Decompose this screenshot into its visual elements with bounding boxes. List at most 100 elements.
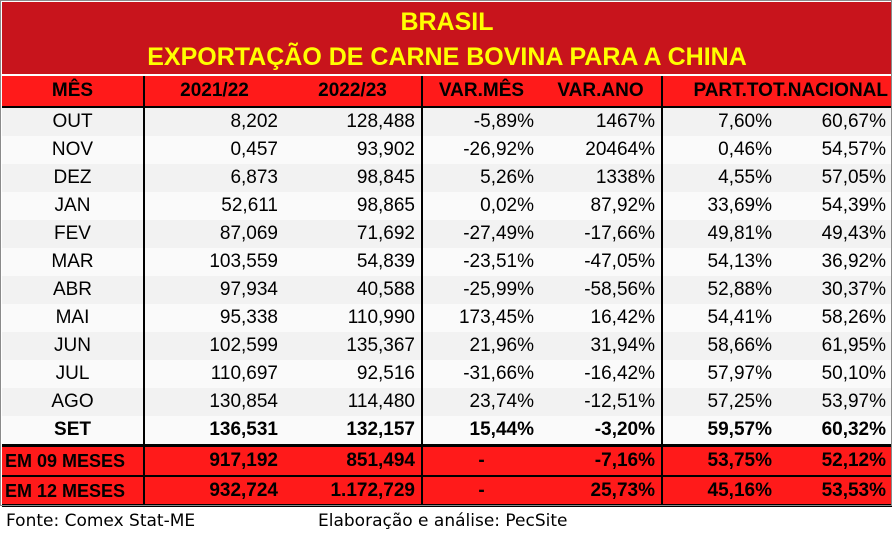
summary-var-year: 25,73% — [540, 476, 663, 507]
cell-month: FEV — [2, 220, 145, 248]
cell-month: MAI — [2, 304, 145, 332]
cell-var-year: 1338% — [540, 164, 663, 192]
table-row: AGO 130,854 114,480 23,74% -12,51% 57,25% 53,9… — [2, 388, 893, 416]
cell-value-2021-22: 95,338 — [144, 304, 284, 332]
footer: Fonte: Comex Stat-ME Elaboração e anális… — [6, 508, 886, 534]
cell-var-month: 23,74% — [422, 388, 540, 416]
cell-var-year: 20464% — [540, 136, 663, 164]
header-month: MÊS — [2, 76, 145, 108]
summary-share-total: 53,75% — [662, 444, 778, 477]
source-note: Fonte: Comex Stat-ME — [6, 511, 196, 531]
header-var-year: VAR.ANO — [540, 76, 663, 108]
cell-share-national: 49,43% — [778, 220, 893, 248]
table-row: MAR 103,559 54,839 -23,51% -47,05% 54,13% 36,9… — [2, 248, 893, 276]
title-subject: EXPORTAÇÃO DE CARNE BOVINA PARA A CHINA — [147, 43, 747, 71]
header-value-2021-22: 2021/22 — [144, 76, 284, 108]
cell-month: ABR — [2, 276, 145, 304]
cell-month: JUL — [2, 360, 145, 388]
cell-value-2022-23: 114,480 — [284, 388, 423, 416]
cell-value-2022-23: 40,588 — [284, 276, 423, 304]
summary-row: EM 09 MESES 917,192 851,494- -7,16% 53,75% 52… — [2, 444, 893, 477]
cell-share-total: 54,13% — [662, 248, 778, 276]
cell-value-2022-23: 54,839 — [284, 248, 423, 276]
cell-share-total: 58,66% — [662, 332, 778, 360]
cell-value-2022-23: 132,157 — [284, 416, 423, 447]
summary-row: EM 12 MESES 932,724 1.172,729-25,73% 45,16%… — [2, 476, 893, 507]
table-row: FEV 87,069 71,692 -27,49% -17,66% 49,81% 49,43… — [2, 220, 893, 248]
cell-share-total: 59,57% — [662, 416, 778, 447]
cell-month: OUT — [2, 107, 145, 136]
cell-value-2021-22: 87,069 — [144, 220, 284, 248]
cell-var-year: -47,05% — [540, 248, 663, 276]
table-row: JUL 110,697 92,516 -31,66% -16,42% 57,97% 50,1… — [2, 360, 893, 388]
table-row: DEZ 6,873 98,845 5,26% 1338% 4,55% 57,05% — [2, 164, 893, 192]
table-row: ABR 97,934 40,588 -25,99% -58,56% 52,88% 30,37… — [2, 276, 893, 304]
cell-var-month: -23,51% — [422, 248, 540, 276]
cell-share-total: 54,41% — [662, 304, 778, 332]
cell-share-national: 53,97% — [778, 388, 893, 416]
cell-var-year: -16,42% — [540, 360, 663, 388]
cell-value-2022-23: 128,488 — [284, 107, 423, 136]
cell-value-2021-22: 103,559 — [144, 248, 284, 276]
cell-var-month: 173,45% — [422, 304, 540, 332]
cell-share-national: 58,26% — [778, 304, 893, 332]
cell-value-2021-22: 136,531 — [144, 416, 284, 447]
cell-var-month: -31,66% — [422, 360, 540, 388]
summary-var-year: -7,16% — [540, 444, 663, 477]
cell-var-year: 31,94% — [540, 332, 663, 360]
cell-month: AGO — [2, 388, 145, 416]
cell-var-month: 15,44% — [422, 416, 540, 447]
summary-var-month: - — [422, 444, 540, 477]
cell-value-2022-23: 92,516 — [284, 360, 423, 388]
cell-value-2021-22: 0,457 — [144, 136, 284, 164]
cell-share-total: 49,81% — [662, 220, 778, 248]
cell-share-national: 60,67% — [778, 107, 893, 136]
cell-month: MAR — [2, 248, 145, 276]
cell-value-2021-22: 8,202 — [144, 107, 284, 136]
cell-var-month: -25,99% — [422, 276, 540, 304]
cell-value-2022-23: 110,990 — [284, 304, 423, 332]
table-row: NOV 0,457 93,902 -26,92% 20464% 0,46% 54,57% — [2, 136, 893, 164]
cell-var-month: 0,02% — [422, 192, 540, 220]
cell-share-national: 54,57% — [778, 136, 893, 164]
cell-value-2021-22: 102,599 — [144, 332, 284, 360]
header-row: MÊS 2021/22 2022/23 VAR.MÊS VAR.ANO PART.TOT.… — [2, 76, 893, 108]
cell-share-national: 50,10% — [778, 360, 893, 388]
summary-value-2021-22: 932,724 — [144, 476, 284, 507]
summary-share-national: 52,12% — [778, 444, 893, 477]
cell-value-2022-23: 71,692 — [284, 220, 423, 248]
cell-value-2021-22: 130,854 — [144, 388, 284, 416]
summary-share-total: 45,16% — [662, 476, 778, 507]
cell-share-total: 52,88% — [662, 276, 778, 304]
summary-var-month: - — [422, 476, 540, 507]
bottom-rule — [2, 504, 892, 506]
cell-var-month: -26,92% — [422, 136, 540, 164]
table-row: OUT 8,202 128,488 -5,89% 1467% 7,60% 60,67% — [2, 107, 893, 136]
summary-value-2022-23: 1.172,729 — [284, 476, 423, 507]
cell-month: JAN — [2, 192, 145, 220]
title-block: BRASIL EXPORTAÇÃO DE CARNE BOVINA PARA A… — [2, 2, 892, 74]
cell-var-year: -17,66% — [540, 220, 663, 248]
cell-month: JUN — [2, 332, 145, 360]
cell-share-national: 61,95% — [778, 332, 893, 360]
cell-var-month: -27,49% — [422, 220, 540, 248]
cell-value-2022-23: 135,367 — [284, 332, 423, 360]
cell-share-national: 60,32% — [778, 416, 893, 447]
cell-var-month: -5,89% — [422, 107, 540, 136]
table-row: JUN 102,599 135,367 21,96% 31,94% 58,66% 61,95… — [2, 332, 893, 360]
cell-value-2022-23: 93,902 — [284, 136, 423, 164]
cell-share-national: 36,92% — [778, 248, 893, 276]
header-var-month: VAR.MÊS — [422, 76, 540, 108]
cell-var-year: 1467% — [540, 107, 663, 136]
cell-value-2021-22: 52,611 — [144, 192, 284, 220]
cell-share-total: 4,55% — [662, 164, 778, 192]
cell-share-national: 57,05% — [778, 164, 893, 192]
cell-value-2021-22: 110,697 — [144, 360, 284, 388]
cell-value-2022-23: 98,865 — [284, 192, 423, 220]
cell-var-month: 21,96% — [422, 332, 540, 360]
cell-share-total: 0,46% — [662, 136, 778, 164]
cell-share-total: 33,69% — [662, 192, 778, 220]
header-share-total: PART.TOT.NACIONAL — [662, 76, 893, 108]
cell-share-total: 57,97% — [662, 360, 778, 388]
